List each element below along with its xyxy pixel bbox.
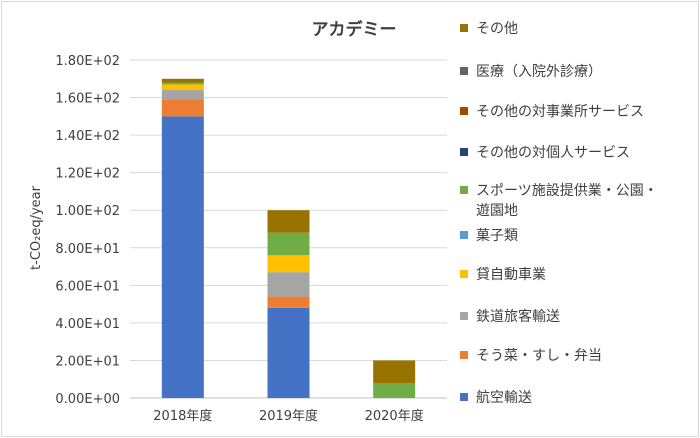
bar-segment bbox=[267, 210, 310, 233]
bar-segment bbox=[161, 99, 204, 117]
bar-segment bbox=[161, 82, 204, 85]
bar-segment bbox=[161, 84, 204, 91]
legend-label: 航空輸送 bbox=[476, 390, 532, 406]
bar-segment bbox=[373, 360, 416, 383]
legend-swatch bbox=[460, 270, 468, 278]
legend-label: 菓子類 bbox=[476, 228, 518, 244]
y-tick-label: 1.80E+02 bbox=[55, 54, 120, 69]
legend-swatch bbox=[460, 393, 468, 401]
y-tick-label: 2.00E+01 bbox=[55, 354, 120, 369]
bar-segment bbox=[161, 90, 204, 100]
legend-label: その他の対個人サービス bbox=[476, 145, 630, 161]
x-axis-ticks: 2018年度 2019年度 2020年度 bbox=[153, 408, 423, 424]
bar-segment bbox=[161, 116, 204, 398]
y-tick-label: 0.00E+00 bbox=[55, 392, 120, 407]
y-tick-label: 1.40E+02 bbox=[55, 129, 120, 144]
legend-swatch bbox=[460, 67, 468, 75]
legend-label: 医療（入院外診療） bbox=[476, 63, 602, 80]
legend-swatch bbox=[460, 107, 468, 115]
x-tick-label: 2019年度 bbox=[259, 408, 318, 424]
legend-label: その他の対事業所サービス bbox=[476, 104, 644, 120]
legend-swatch bbox=[460, 231, 468, 239]
legend-swatch bbox=[460, 148, 468, 156]
y-axis-label: t-CO₂eq/year bbox=[29, 185, 44, 270]
x-tick-label: 2018年度 bbox=[153, 408, 212, 424]
bars bbox=[161, 78, 416, 398]
y-tick-label: 6.00E+01 bbox=[55, 279, 120, 294]
y-tick-label: 8.00E+01 bbox=[55, 242, 120, 257]
legend-label: 鉄道旅客輸送 bbox=[476, 308, 560, 325]
y-tick-label: 1.60E+02 bbox=[55, 92, 120, 107]
legend-label: スポーツ施設提供業・公園・遊園地 bbox=[476, 183, 658, 219]
y-axis-ticks: 0.00E+00 2.00E+01 4.00E+01 6.00E+01 8.00E+01… bbox=[55, 54, 120, 407]
chart-title: アカデミー bbox=[312, 19, 397, 40]
x-tick-label: 2020年度 bbox=[365, 408, 424, 424]
legend-label: そう菜・すし・弁当 bbox=[476, 348, 602, 364]
legend-swatch bbox=[460, 186, 468, 194]
y-tick-label: 4.00E+01 bbox=[55, 317, 120, 332]
y-tick-label: 1.20E+02 bbox=[55, 167, 120, 182]
bar-segment bbox=[267, 232, 310, 256]
bar-segment bbox=[267, 255, 310, 273]
legend-swatch bbox=[460, 312, 468, 320]
bar-segment bbox=[267, 296, 310, 308]
y-tick-label: 1.00E+02 bbox=[55, 204, 120, 219]
bar-segment bbox=[161, 78, 204, 83]
bar-segment bbox=[373, 382, 416, 398]
legend-swatch bbox=[460, 351, 468, 359]
bar-segment bbox=[267, 307, 310, 398]
legend-label: 貸自動車業 bbox=[476, 266, 546, 283]
legend-swatch bbox=[460, 24, 468, 32]
bar-segment bbox=[267, 272, 310, 297]
legend-label: その他 bbox=[476, 21, 518, 37]
